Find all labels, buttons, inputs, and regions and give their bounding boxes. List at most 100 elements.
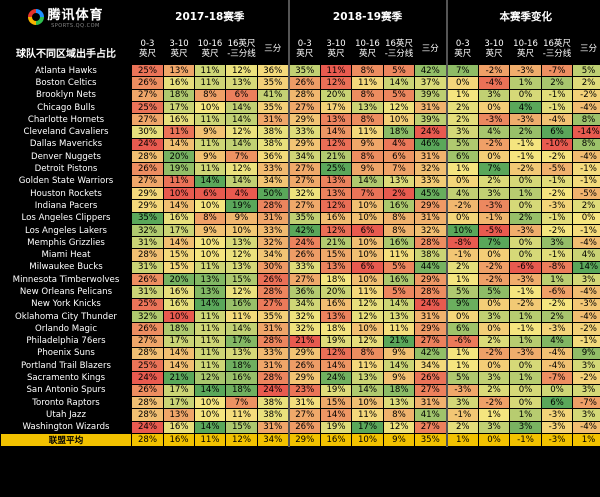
data-cell: 16% [320,211,352,225]
data-cell: -1% [541,88,574,102]
column-header: 三分 [572,32,600,65]
team-name: Philadelphia 76ers [0,334,132,348]
data-cell: 7% [478,162,511,176]
data-cell: 27% [131,88,164,102]
table-row: Miami Heat 28% 15% 10% 12% 34% 26% 15% 10% 11% 38%… [0,248,600,262]
data-cell: 4% [509,100,543,115]
data-cell: 9% [572,346,600,361]
data-cell: 28% [257,334,289,348]
table-row: Brooklyn Nets 27% 18% 8% 6% 41% 28% 20% 8% 5% 39% 1… [0,88,600,102]
data-cell: 4% [445,186,480,201]
data-cell: 3% [445,396,480,410]
data-cell: -3% [509,113,543,127]
table-row: New Orleans Pelicans 31% 16% 13% 12% 28% 36% 20… [0,285,600,299]
data-cell: -1% [445,408,480,422]
data-cell: 15% [163,248,195,262]
data-cell: 32% [257,236,289,250]
data-cell: 10% [163,186,195,201]
data-cell: -7% [572,396,600,410]
data-cell: -3% [509,346,543,361]
data-cell: 31% [413,396,448,410]
column-header: 三分 [257,32,289,65]
data-cell: -1% [572,334,600,348]
team-name: Oklahoma City Thunder [0,309,132,324]
team-name: Memphis Grizzlies [0,236,132,250]
data-cell: 24% [131,420,164,434]
data-cell: 31% [257,322,289,336]
data-cell: -3% [541,322,574,336]
data-cell: 0% [445,309,480,324]
column-header: 16英尺 -三分线 [225,32,258,65]
team-name: Charlotte Hornets [0,113,132,127]
data-cell: -1% [541,211,574,225]
data-cell: 9% [351,137,384,152]
data-cell: -2% [572,88,600,102]
data-cell: 8% [351,88,384,102]
data-cell: 29% [287,346,321,361]
data-cell: -5% [572,186,600,201]
data-cell: 0% [509,359,543,373]
data-cell: 39% [413,113,448,127]
data-cell: 7% [478,236,511,250]
data-cell: 9% [445,297,480,311]
team-name: Golden State Warriors [0,174,132,188]
data-cell: 1% [509,309,543,324]
data-cell: 20% [320,88,352,102]
data-cell: 13% [383,396,415,410]
data-cell: 4% [225,186,258,201]
table-row: Los Angeles Lakers 32% 17% 9% 10% 33% 42% 12% 6%… [0,223,600,238]
data-cell: 8% [572,137,600,152]
data-cell: 33% [287,260,321,275]
data-cell: 13% [194,273,226,287]
data-cell: 10% [194,236,226,250]
data-cell: 16% [320,297,352,311]
data-cell: 13% [320,309,352,324]
data-cell: 14% [225,322,258,336]
data-cell: 28% [131,396,164,410]
data-cell: 14% [163,359,195,373]
data-cell: 1% [445,359,480,373]
data-cell: 28% [131,248,164,262]
data-cell: 12% [320,346,352,361]
data-cell: 5% [383,285,415,299]
data-cell: 25% [320,162,352,176]
data-cell: 15% [320,396,352,410]
data-cell: 27% [257,297,289,311]
table-row: Phoenix Suns 28% 14% 11% 13% 33% 29% 12% 8% 9% 42%… [0,346,600,361]
data-cell: 41% [413,408,448,422]
data-cell: 24% [320,371,352,385]
data-cell: 1% [445,162,480,176]
data-cell: 1% [509,334,543,348]
data-cell: 16% [383,199,415,213]
data-cell: -3% [509,273,543,287]
data-cell: 14% [383,359,415,373]
data-cell: -2% [541,186,574,201]
data-cell: 26% [287,248,321,262]
data-cell: 34% [413,359,448,373]
data-cell: 13% [163,63,195,78]
data-cell: 32% [131,309,164,324]
data-cell: -8% [445,236,480,250]
data-cell: 24% [413,297,448,311]
team-name: Los Angeles Lakers [0,223,132,238]
data-cell: 18% [320,273,352,287]
data-cell: 29% [287,371,321,385]
data-cell: 11% [194,162,226,176]
data-cell: 12% [225,63,258,78]
data-cell: -3% [509,223,543,238]
data-cell: 10% [194,248,226,262]
data-cell: 11% [194,63,226,78]
data-cell: 19% [225,199,258,213]
average-cell: 10% [351,432,384,447]
column-header: 0-3 英尺 [131,32,164,65]
data-cell: 30% [131,125,164,139]
data-cell: 8% [194,88,226,102]
data-cell: 27% [287,100,321,115]
table-row: Washington Wizards 24% 16% 14% 15% 31% 26% 19% 1… [0,420,600,434]
data-cell: 14% [351,383,384,398]
data-cell: 31% [413,309,448,324]
data-cell: 8% [351,63,384,78]
data-cell: 19% [320,420,352,434]
column-header: 3-10 英尺 [163,32,195,65]
data-cell: -1% [572,174,600,188]
